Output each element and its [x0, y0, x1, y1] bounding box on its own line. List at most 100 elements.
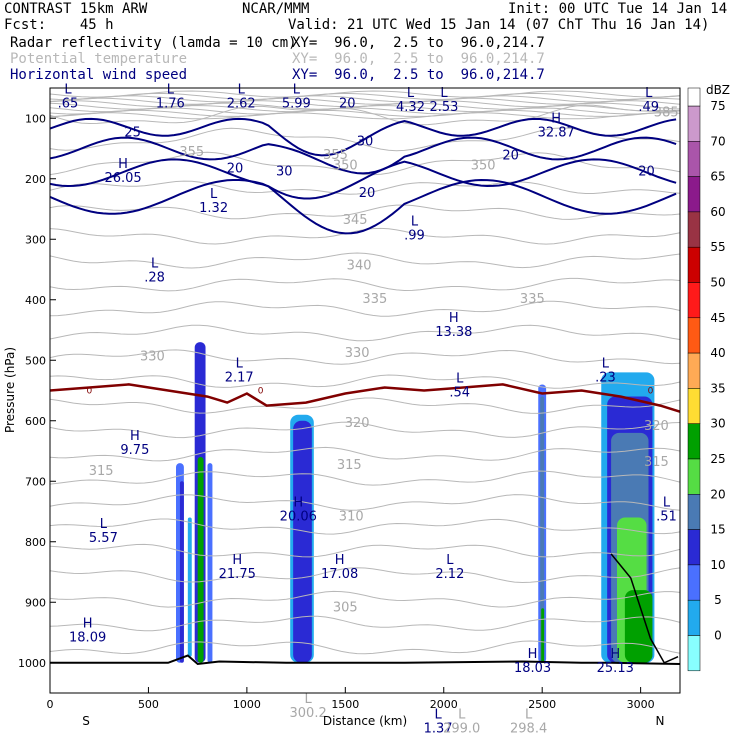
isentrope-contour	[50, 252, 680, 269]
extremum-marker: L	[100, 517, 108, 532]
colorbar-label: 45	[710, 311, 725, 325]
isentrope-label: 350	[471, 159, 496, 174]
extremum-value: 4.32	[396, 100, 425, 115]
surface-line	[50, 654, 680, 666]
extremum-marker: L	[236, 356, 244, 371]
isentrope-label: 315	[644, 455, 669, 470]
wind-speed-label: 25	[124, 125, 141, 140]
extremum-marker: L	[458, 707, 466, 722]
extremum-marker: L	[293, 82, 301, 97]
isentrope-contour	[50, 640, 680, 655]
reflectivity-cell	[624, 590, 653, 663]
extremum-value: 17.08	[321, 567, 358, 582]
cell-outline-contour	[610, 553, 679, 664]
y-tick-label: 600	[25, 415, 46, 428]
isentrope-label: 315	[337, 458, 362, 473]
x-tick-label: 2000	[430, 698, 458, 711]
extremum-value: 2.62	[227, 96, 256, 111]
model-title: CONTRAST 15km ARW	[4, 1, 148, 17]
zero-isotherm-label: 0	[648, 386, 654, 396]
colorbar-swatch	[687, 423, 701, 460]
extremum-marker: L	[210, 187, 218, 202]
reflectivity-cell	[293, 420, 312, 663]
colorbar-swatch	[687, 282, 701, 319]
colorbar-label: 0	[714, 629, 722, 643]
y-tick-label: 100	[25, 112, 46, 125]
extremum-value: 20.06	[280, 510, 317, 525]
extremum-value: 299.0	[443, 721, 480, 736]
extremum-marker: L	[305, 692, 313, 707]
extremum-marker: H	[118, 157, 128, 172]
colorbar-label: 60	[710, 205, 725, 219]
zero-isotherm-label: 0	[258, 386, 264, 396]
extremum-marker: H	[528, 647, 538, 662]
extremum-value: 18.09	[69, 631, 106, 646]
extremum-marker: H	[130, 429, 140, 444]
colorbar-label: 5	[714, 593, 722, 607]
extremum-value: 9.75	[120, 443, 149, 458]
extremum-value: 25.13	[597, 661, 634, 676]
extremum-value: 1.76	[156, 96, 185, 111]
isentrope-contour	[50, 590, 680, 608]
extremum-value: 2.53	[429, 100, 458, 115]
y-tick-label: 1000	[18, 657, 46, 670]
extremum-marker: L	[645, 86, 653, 101]
colorbar-label: 75	[710, 99, 725, 113]
reflectivity-cell	[187, 517, 192, 657]
colorbar-swatch	[687, 246, 701, 283]
extremum-marker: L	[407, 86, 415, 101]
zero-isotherm-label: 0	[87, 386, 93, 396]
wind-speed-contour	[50, 178, 677, 235]
x-tick-label: 2500	[528, 698, 556, 711]
isentrope-contour	[50, 92, 680, 101]
y-tick-label: 700	[25, 475, 46, 488]
isentrope-contour	[50, 543, 680, 558]
colorbar-swatch	[687, 352, 701, 389]
field-theta-name: Potential temperature	[10, 51, 188, 67]
extremum-value: 1.37	[424, 721, 453, 736]
field-reflectivity-xy: XY= 96.0, 2.5 to 96.0,214.7	[292, 35, 545, 51]
extremum-value: 298.4	[510, 721, 547, 736]
extremum-marker: H	[610, 647, 620, 662]
valid-time: Valid: 21 UTC Wed 15 Jan 14 (07 ChT Thu …	[288, 17, 710, 33]
extremum-marker: L	[602, 356, 610, 371]
colorbar-label: 30	[710, 417, 725, 431]
isentrope-contour	[50, 95, 680, 103]
wind-speed-label: 20	[638, 165, 655, 180]
isentrope-contour	[50, 180, 680, 195]
isentrope-label: 355	[179, 145, 204, 160]
field-reflectivity-name: Radar reflectivity (lamda = 10 cm)	[10, 35, 297, 51]
extremum-value: .54	[449, 386, 470, 401]
wind-speed-label: 20	[359, 186, 376, 201]
y-tick-label: 900	[25, 596, 46, 609]
isentrope-contour	[50, 300, 680, 317]
colorbar-swatch	[687, 317, 701, 354]
colorbar-swatch	[687, 494, 701, 530]
extremum-value: 300.2	[290, 706, 327, 721]
reflectivity-cell	[197, 457, 204, 663]
isentrope-label: 310	[339, 510, 364, 525]
x-tick-label: 0	[47, 698, 54, 711]
extremum-marker: H	[232, 553, 242, 568]
isentrope-label: 320	[345, 416, 370, 431]
extremum-marker: L	[440, 86, 448, 101]
isentrope-label: 350	[333, 159, 358, 174]
extremum-value: 18.03	[514, 661, 551, 676]
colorbar-swatch	[687, 176, 701, 213]
wind-speed-contour	[50, 158, 677, 200]
isentrope-label: 355	[323, 148, 348, 163]
isentrope-contour	[50, 204, 680, 220]
isentrope-label: 320	[644, 419, 669, 434]
isentrope-contour	[50, 567, 680, 584]
isentrope-contour	[50, 374, 680, 389]
isentrope-label: 305	[333, 600, 358, 615]
colorbar-swatch	[687, 635, 701, 672]
colorbar-label: 55	[710, 240, 725, 254]
colorbar-label: 20	[710, 487, 725, 501]
isentrope-label: 345	[343, 213, 368, 228]
y-tick-label: 300	[25, 233, 46, 246]
colorbar-unit: dBZ	[706, 83, 730, 97]
colorbar-swatch	[687, 599, 701, 636]
wind-speed-contour	[50, 136, 677, 175]
reflectivity-cell	[207, 463, 213, 663]
